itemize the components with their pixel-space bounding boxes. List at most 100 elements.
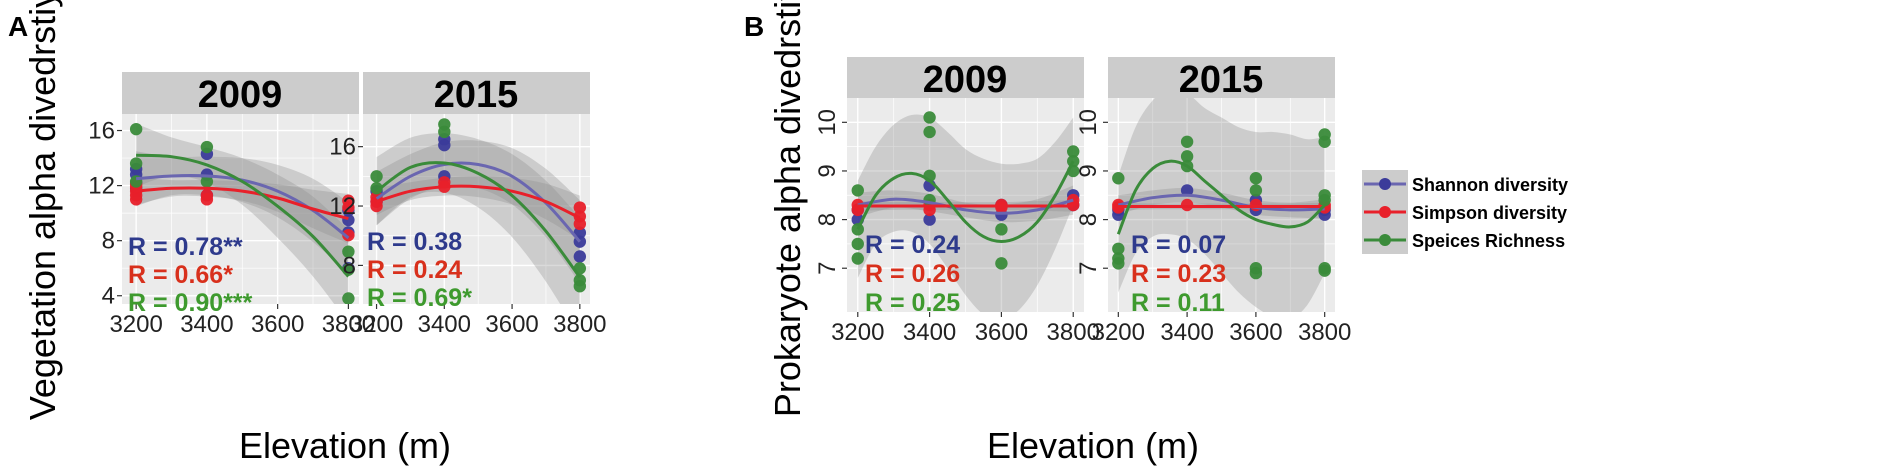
facet-a-2009: 2009 3200 3400 3600 3800 4 8 12 16 R = 0.78** R… (88, 72, 375, 338)
point-richness (438, 125, 451, 139)
facet-b-2015: 2015 3200 3400 3600 3800 7 8 9 10 R = 0.07 R = … (1075, 57, 1351, 346)
point-richness (1112, 242, 1125, 255)
y-tick-label: 10 (1075, 109, 1102, 136)
y-tick-label: 9 (814, 164, 841, 177)
point-richness (995, 223, 1008, 236)
x-tick-label: 3400 (903, 319, 956, 346)
x-tick-label: 3800 (322, 311, 375, 338)
facet-b-2009: 2009 3200 3400 3600 3800 7 8 9 10 R = 0.24 R = … (814, 57, 1100, 346)
point-shannon (923, 213, 936, 226)
fit-line-richness (136, 153, 350, 278)
fit-line-richness (856, 160, 1075, 244)
point-richness (923, 111, 936, 124)
x-tick-label: 3400 (418, 311, 471, 338)
confidence-band-richness (136, 123, 349, 304)
axes: 3200 3400 3600 3800 8 12 16 (329, 134, 606, 338)
point-richness (342, 245, 355, 258)
strip-title-a-2015: 2015 (434, 74, 519, 116)
point-richness (129, 122, 143, 136)
point-richness (1180, 150, 1194, 163)
point-simpson (342, 228, 355, 242)
point-richness (851, 252, 864, 265)
strip-title-a-2009: 2009 (198, 74, 283, 116)
x-tick-label: 3600 (1229, 319, 1282, 346)
legend-dot-simpson (1379, 206, 1391, 218)
x-tick-label: 3400 (180, 311, 233, 338)
point-richness (370, 182, 383, 195)
fit-line-shannon (857, 197, 1074, 215)
legend-label-simpson: Simpson diversity (1412, 203, 1567, 223)
ylabel-panel-b: Prokaryote alpha divedrstiy (767, 0, 808, 417)
point-richness (1112, 172, 1125, 185)
stat-b-2015-simpson: R = 0.23 (1131, 260, 1226, 288)
panel-letter-b: B (744, 11, 764, 42)
xlabel-panel-b: Elevation (m) (987, 425, 1199, 466)
y-tick-label: 12 (329, 193, 356, 220)
y-tick-label: 16 (329, 134, 356, 161)
stat-a-2015-shannon: R = 0.38 (367, 228, 462, 256)
strip-a-2009 (122, 72, 359, 114)
strip-a-2015 (363, 72, 590, 114)
point-richness (200, 140, 214, 154)
point-shannon (573, 250, 587, 263)
stat-a-2009-simpson: R = 0.66* (128, 261, 233, 289)
x-tick-label: 3600 (485, 311, 538, 338)
y-tick-label: 9 (1075, 164, 1102, 177)
y-tick-label: 16 (88, 118, 115, 145)
point-richness (995, 257, 1008, 270)
point-richness (1318, 135, 1331, 148)
strip-b-2015 (1108, 57, 1335, 98)
stat-b-2015-shannon: R = 0.07 (1131, 231, 1226, 259)
point-richness (1249, 266, 1263, 280)
legend-item-shannon: Shannon diversity (1362, 170, 1568, 198)
point-shannon (1180, 184, 1194, 197)
point-richness (1249, 172, 1263, 185)
point-simpson (200, 189, 214, 202)
x-tick-label: 3400 (1160, 319, 1213, 346)
y-tick-label: 8 (1075, 213, 1102, 226)
panel-letter-a: A (8, 11, 28, 42)
legend: Shannon diversity Simpson diversity Spei… (1362, 170, 1568, 254)
point-richness (1249, 184, 1263, 197)
fit-line-simpson (376, 184, 581, 220)
strip-title-b-2015: 2015 (1179, 59, 1264, 101)
stat-a-2009-richness: R = 0.90*** (128, 289, 253, 317)
stat-b-2009-richness: R = 0.25 (865, 289, 960, 317)
confidence-band-richness (376, 133, 580, 304)
strip-b-2009 (847, 57, 1084, 98)
stat-b-2015-richness: R = 0.11 (1131, 289, 1225, 317)
x-tick-label: 3800 (553, 311, 606, 338)
point-richness (200, 175, 214, 188)
y-tick-label: 8 (814, 213, 841, 226)
axes: 3200 3400 3600 3800 7 8 9 10 (1075, 109, 1351, 346)
point-richness (342, 292, 355, 304)
x-tick-label: 3800 (1047, 319, 1100, 346)
x-tick-label: 3600 (975, 319, 1028, 346)
legend-label-richness: Speices Richness (1412, 231, 1565, 251)
axes: 3200 3400 3600 3800 7 8 9 10 (814, 109, 1100, 346)
fit-line-richness (1116, 159, 1326, 235)
y-tick-label: 7 (814, 262, 841, 275)
confidence-band-shannon (376, 140, 580, 284)
legend-dot-shannon (1379, 178, 1391, 190)
fit-line-simpson (135, 186, 349, 221)
y-tick-label: 12 (88, 173, 115, 200)
x-tick-label: 3800 (1298, 319, 1351, 346)
x-tick-label: 3200 (1092, 319, 1145, 346)
point-richness (923, 125, 936, 139)
xlabel-panel-a: Elevation (m) (239, 425, 451, 466)
point-richness (1318, 193, 1331, 207)
y-tick-label: 7 (1075, 262, 1102, 275)
point-richness (1318, 264, 1331, 277)
confidence-band-simpson (136, 177, 349, 244)
facet-a-2015: 2015 3200 3400 3600 3800 8 12 16 R = 0.38 R = … (329, 72, 607, 338)
y-tick-label: 4 (102, 283, 115, 310)
stat-a-2015-richness: R = 0.69* (367, 284, 472, 312)
confidence-band-richness (857, 114, 1074, 312)
point-richness (851, 223, 864, 236)
point-richness (851, 237, 864, 251)
stat-a-2015-simpson: R = 0.24 (367, 256, 462, 284)
axes: 3200 3400 3600 3800 4 8 12 16 (88, 118, 375, 338)
ylabel-panel-a: Vegetation alpha divedrstiy (22, 0, 63, 420)
